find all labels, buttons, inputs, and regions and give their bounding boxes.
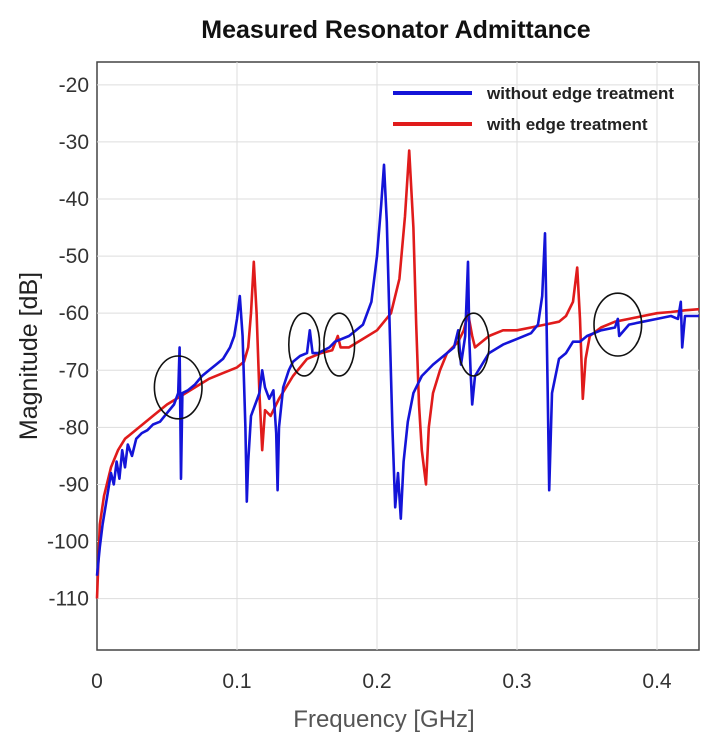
legend: without edge treatment with edge treatmen… [393, 84, 674, 134]
x-tick-label: 0 [91, 670, 103, 693]
x-tick-label: 0.1 [222, 670, 251, 693]
y-tick-label: -20 [59, 74, 89, 97]
y-tick-label: -90 [59, 473, 89, 496]
x-tick-label: 0.3 [502, 670, 531, 693]
y-tick-label: -30 [59, 131, 89, 154]
plot-area [96, 61, 700, 651]
y-tick-label: -40 [59, 188, 89, 211]
y-tick-label: -50 [59, 245, 89, 268]
legend-label: without edge treatment [486, 84, 674, 103]
chart-title: Measured Resonator Admittance [201, 16, 591, 44]
y-tick-label: -80 [59, 416, 89, 439]
y-tick-label: -100 [47, 531, 89, 554]
annotation-circle [288, 312, 321, 377]
annotation-circle [323, 312, 356, 377]
series-line [95, 149, 700, 599]
annotation-circle [593, 292, 643, 357]
annotation-circle [457, 312, 490, 377]
annotation-circle [153, 355, 203, 420]
y-tick-label: -70 [59, 359, 89, 382]
x-axis-label: Frequency [GHz] [293, 706, 474, 733]
y-tick-label: -60 [59, 302, 89, 325]
legend-label: with edge treatment [486, 115, 648, 134]
annotation-circles [153, 292, 643, 420]
series-group [95, 149, 700, 599]
y-tick-label: -110 [49, 588, 89, 611]
series-line [95, 163, 699, 576]
tick-labels: 0 0.1 0.2 0.3 0.4 -110 -100 -90 -80 -70 -60 -50 -40 -… [47, 74, 672, 693]
x-tick-label: 0.4 [642, 670, 672, 693]
y-axis-label: Magnitude [dB] [15, 272, 43, 440]
grid [97, 62, 699, 650]
x-tick-label: 0.2 [362, 670, 391, 693]
